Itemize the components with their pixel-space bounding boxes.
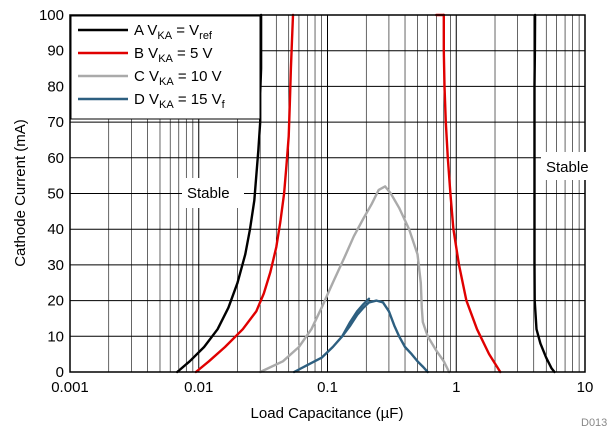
y-tick-label: 80 [47,78,64,95]
curve-layer [176,13,556,374]
y-tick-label: 20 [47,293,64,310]
x-axis-title: Load Capacitance (µF) [251,405,404,422]
x-tick-label: 0.01 [184,379,213,396]
y-axis-title: Cathode Current (mA) [12,119,29,267]
legend-entry: C VKA = 10 V [134,68,222,88]
plot-frame [69,14,586,373]
series-b-curve-3 [442,13,502,374]
x-tick-label: 0.001 [51,379,89,396]
figure-id: D013 [581,417,607,429]
series-a-curve-2 [533,13,556,374]
series-c-curve-1 [259,185,451,374]
legend-entry: A VKA = Vref [134,22,213,42]
series-b-curve-1 [194,13,295,374]
x-tick-label: 10 [577,379,594,396]
y-tick-label: 50 [47,186,64,203]
y-tick-label: 90 [47,43,64,60]
y-tick-label: 40 [47,221,64,238]
legend-entry: D VKA = 15 Vf [134,91,226,111]
series-a-curve-1 [176,13,263,374]
series-d-curve-2 [341,297,371,338]
x-tick-label: 0.1 [317,379,338,396]
x-tick-label: 1 [452,379,460,396]
y-tick-label: 100 [39,7,64,24]
legend-entry: B VKA = 5 V [134,45,212,65]
y-tick-label: 10 [47,328,64,345]
legend-box [70,15,261,120]
y-tick-label: 60 [47,150,64,167]
y-tick-label: 30 [47,257,64,274]
legend: A VKA = Vref B VKA = 5 V C VKA = 10 V D VKA… [70,15,261,120]
annotation-stable-right: Stable [541,152,603,180]
annotation-stable-left-text: Stable [187,185,230,202]
annotation-stable-right-text: Stable [546,159,589,176]
y-tick-label: 70 [47,114,64,131]
annotation-stable-left: Stable [182,178,244,208]
series-d-curve-1 [292,299,429,374]
y-tick-label: 0 [56,364,64,381]
